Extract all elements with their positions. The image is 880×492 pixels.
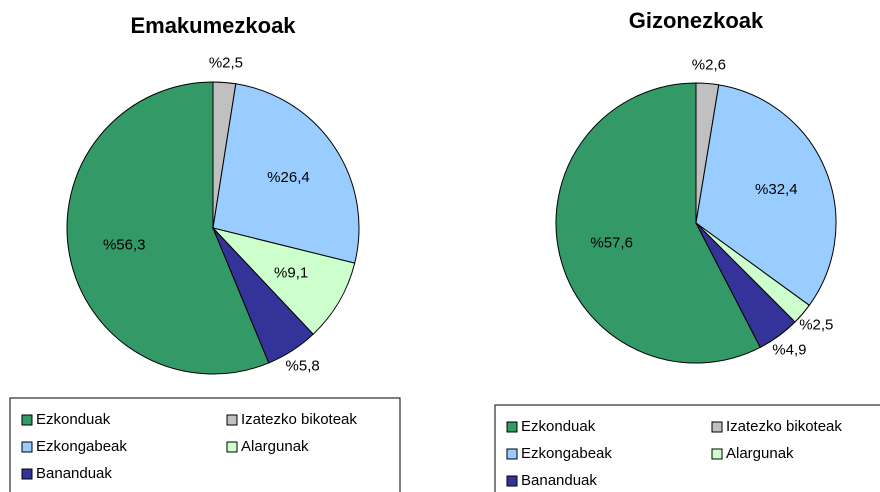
data-label: %2,5 [209, 54, 243, 71]
legend-box [9, 397, 401, 492]
legend-swatch [226, 441, 238, 453]
data-label: %9,1 [274, 265, 308, 282]
data-label: %57,6 [590, 234, 633, 251]
legend-label: Ezkonduak [36, 411, 111, 428]
legend-swatch [506, 421, 518, 433]
legend-box [494, 404, 880, 492]
pie-slice [211, 227, 356, 335]
pie-slice [212, 83, 360, 264]
legend-label: Ezkonduak [521, 418, 596, 435]
legend-swatch [226, 414, 238, 426]
data-label: %32,4 [755, 181, 798, 198]
pie-slice [555, 82, 762, 364]
legend-swatch [506, 475, 518, 487]
legend-swatch [21, 441, 33, 453]
legend-label: Alargunak [241, 438, 309, 455]
pie-slice [695, 84, 837, 306]
legend-label: Bananduak [521, 472, 597, 489]
pie-slice [66, 81, 270, 375]
data-label: %2,5 [799, 317, 833, 334]
legend-swatch [711, 421, 723, 433]
legend-label: Izatezko bikoteak [241, 411, 357, 428]
data-label: %2,6 [692, 56, 726, 73]
legend-label: Izatezko bikoteak [726, 418, 842, 435]
data-label: %4,9 [772, 342, 806, 359]
legend-swatch [21, 468, 33, 480]
data-label: %26,4 [267, 169, 310, 186]
chart-title: Emakumezkoak [130, 13, 296, 38]
chart-title: Gizonezkoak [629, 8, 764, 33]
data-label: %5,8 [286, 357, 320, 374]
data-label: %56,3 [103, 237, 146, 254]
legend-swatch [711, 448, 723, 460]
legend-label: Alargunak [726, 445, 794, 462]
legend-swatch [21, 414, 33, 426]
legend-label: Ezkongabeak [521, 445, 612, 462]
pie-slice [695, 222, 796, 349]
legend-swatch [506, 448, 518, 460]
pie-slice [212, 227, 314, 364]
legend-label: Ezkongabeak [36, 438, 127, 455]
legend-label: Bananduak [36, 465, 112, 482]
